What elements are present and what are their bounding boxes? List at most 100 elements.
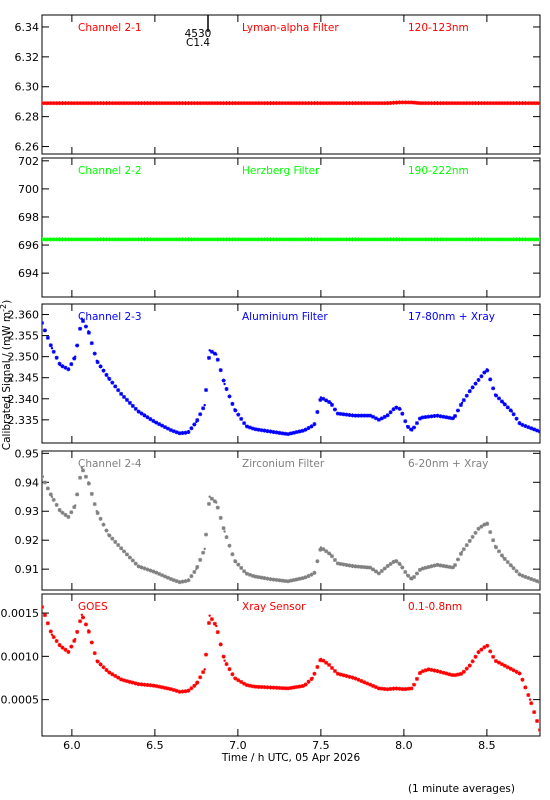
data-point — [174, 579, 179, 584]
data-point — [373, 237, 378, 242]
data-point — [447, 237, 452, 242]
data-point — [274, 685, 279, 690]
data-point — [127, 679, 132, 684]
data-point — [508, 237, 513, 242]
data-point — [353, 237, 358, 242]
data-point — [63, 237, 68, 242]
data-point-key — [510, 410, 513, 413]
data-point — [151, 101, 156, 106]
data-point — [514, 569, 519, 574]
data-point — [496, 660, 501, 665]
data-point — [66, 101, 71, 106]
data-point — [488, 377, 493, 382]
data-point — [382, 101, 387, 106]
data-point — [171, 101, 176, 106]
data-point — [327, 101, 332, 106]
data-point — [324, 398, 329, 403]
data-point — [271, 685, 276, 690]
data-point — [485, 368, 490, 373]
data-point-key — [460, 672, 464, 675]
panel-frame — [41, 14, 541, 155]
data-point — [441, 237, 446, 242]
data-point — [247, 425, 252, 430]
data-point — [283, 579, 288, 584]
data-point-key — [336, 562, 339, 565]
data-point-key — [67, 650, 70, 654]
data-point — [145, 683, 150, 688]
data-point — [171, 237, 176, 242]
data-point — [113, 673, 118, 678]
data-point — [350, 101, 355, 106]
data-point-key — [397, 101, 401, 104]
data-point — [224, 237, 229, 242]
data-point — [277, 578, 282, 583]
data-point — [236, 562, 241, 567]
data-point — [379, 101, 384, 106]
data-point — [54, 237, 59, 242]
data-point — [444, 415, 449, 420]
series-markers — [42, 317, 540, 437]
data-point — [353, 676, 358, 681]
data-point-key — [50, 495, 54, 498]
data-point — [163, 425, 168, 430]
data-point — [315, 101, 320, 106]
data-point — [353, 101, 358, 106]
data-point — [277, 430, 282, 435]
data-point — [382, 566, 387, 571]
data-point — [432, 668, 437, 673]
data-point — [289, 431, 293, 436]
data-point-key — [538, 430, 540, 433]
data-point — [174, 101, 179, 106]
data-point — [291, 237, 296, 242]
data-point — [262, 576, 267, 581]
panel-frame — [41, 157, 541, 298]
data-point — [532, 101, 537, 106]
data-point — [180, 431, 185, 436]
data-point — [464, 666, 469, 671]
data-point — [165, 101, 170, 106]
data-point — [168, 101, 173, 106]
data-point-key — [74, 504, 77, 507]
data-point-key — [137, 410, 140, 413]
data-point — [177, 237, 182, 242]
data-point — [142, 413, 147, 418]
flare-marker: 4530 C1.4 — [185, 15, 211, 49]
data-point — [318, 658, 323, 663]
data-point-key — [286, 580, 289, 583]
data-point — [309, 676, 314, 681]
data-point — [163, 237, 168, 242]
data-point — [274, 430, 279, 435]
data-point-key — [286, 687, 289, 690]
data-point — [280, 578, 285, 583]
data-point — [297, 237, 302, 242]
data-point — [180, 689, 185, 694]
data-point — [204, 237, 209, 242]
data-point — [209, 237, 214, 242]
data-point — [253, 684, 258, 689]
data-point-key — [303, 684, 306, 687]
data-point — [508, 408, 513, 413]
data-point — [45, 621, 50, 626]
data-point-key — [319, 657, 323, 661]
data-point — [212, 499, 217, 504]
data-point — [356, 677, 361, 682]
data-point — [163, 574, 168, 579]
data-point — [344, 674, 349, 679]
data-point — [142, 237, 147, 242]
data-point — [277, 685, 282, 690]
data-point — [499, 399, 504, 404]
data-point — [450, 416, 455, 421]
data-point — [86, 237, 91, 242]
data-point — [514, 101, 519, 106]
data-point — [365, 681, 370, 686]
data-point — [95, 360, 100, 365]
data-point — [212, 351, 217, 356]
data-point-key — [493, 544, 497, 548]
data-point — [242, 569, 247, 574]
data-point-key — [510, 565, 513, 568]
data-point — [324, 660, 329, 665]
data-point — [212, 101, 217, 106]
panel-4: 0.91 0.92 0.93 0.94 0.95 Channel 2-4 Zirconium… — [15, 447, 541, 591]
data-point-key — [469, 389, 472, 392]
data-point — [330, 101, 335, 106]
